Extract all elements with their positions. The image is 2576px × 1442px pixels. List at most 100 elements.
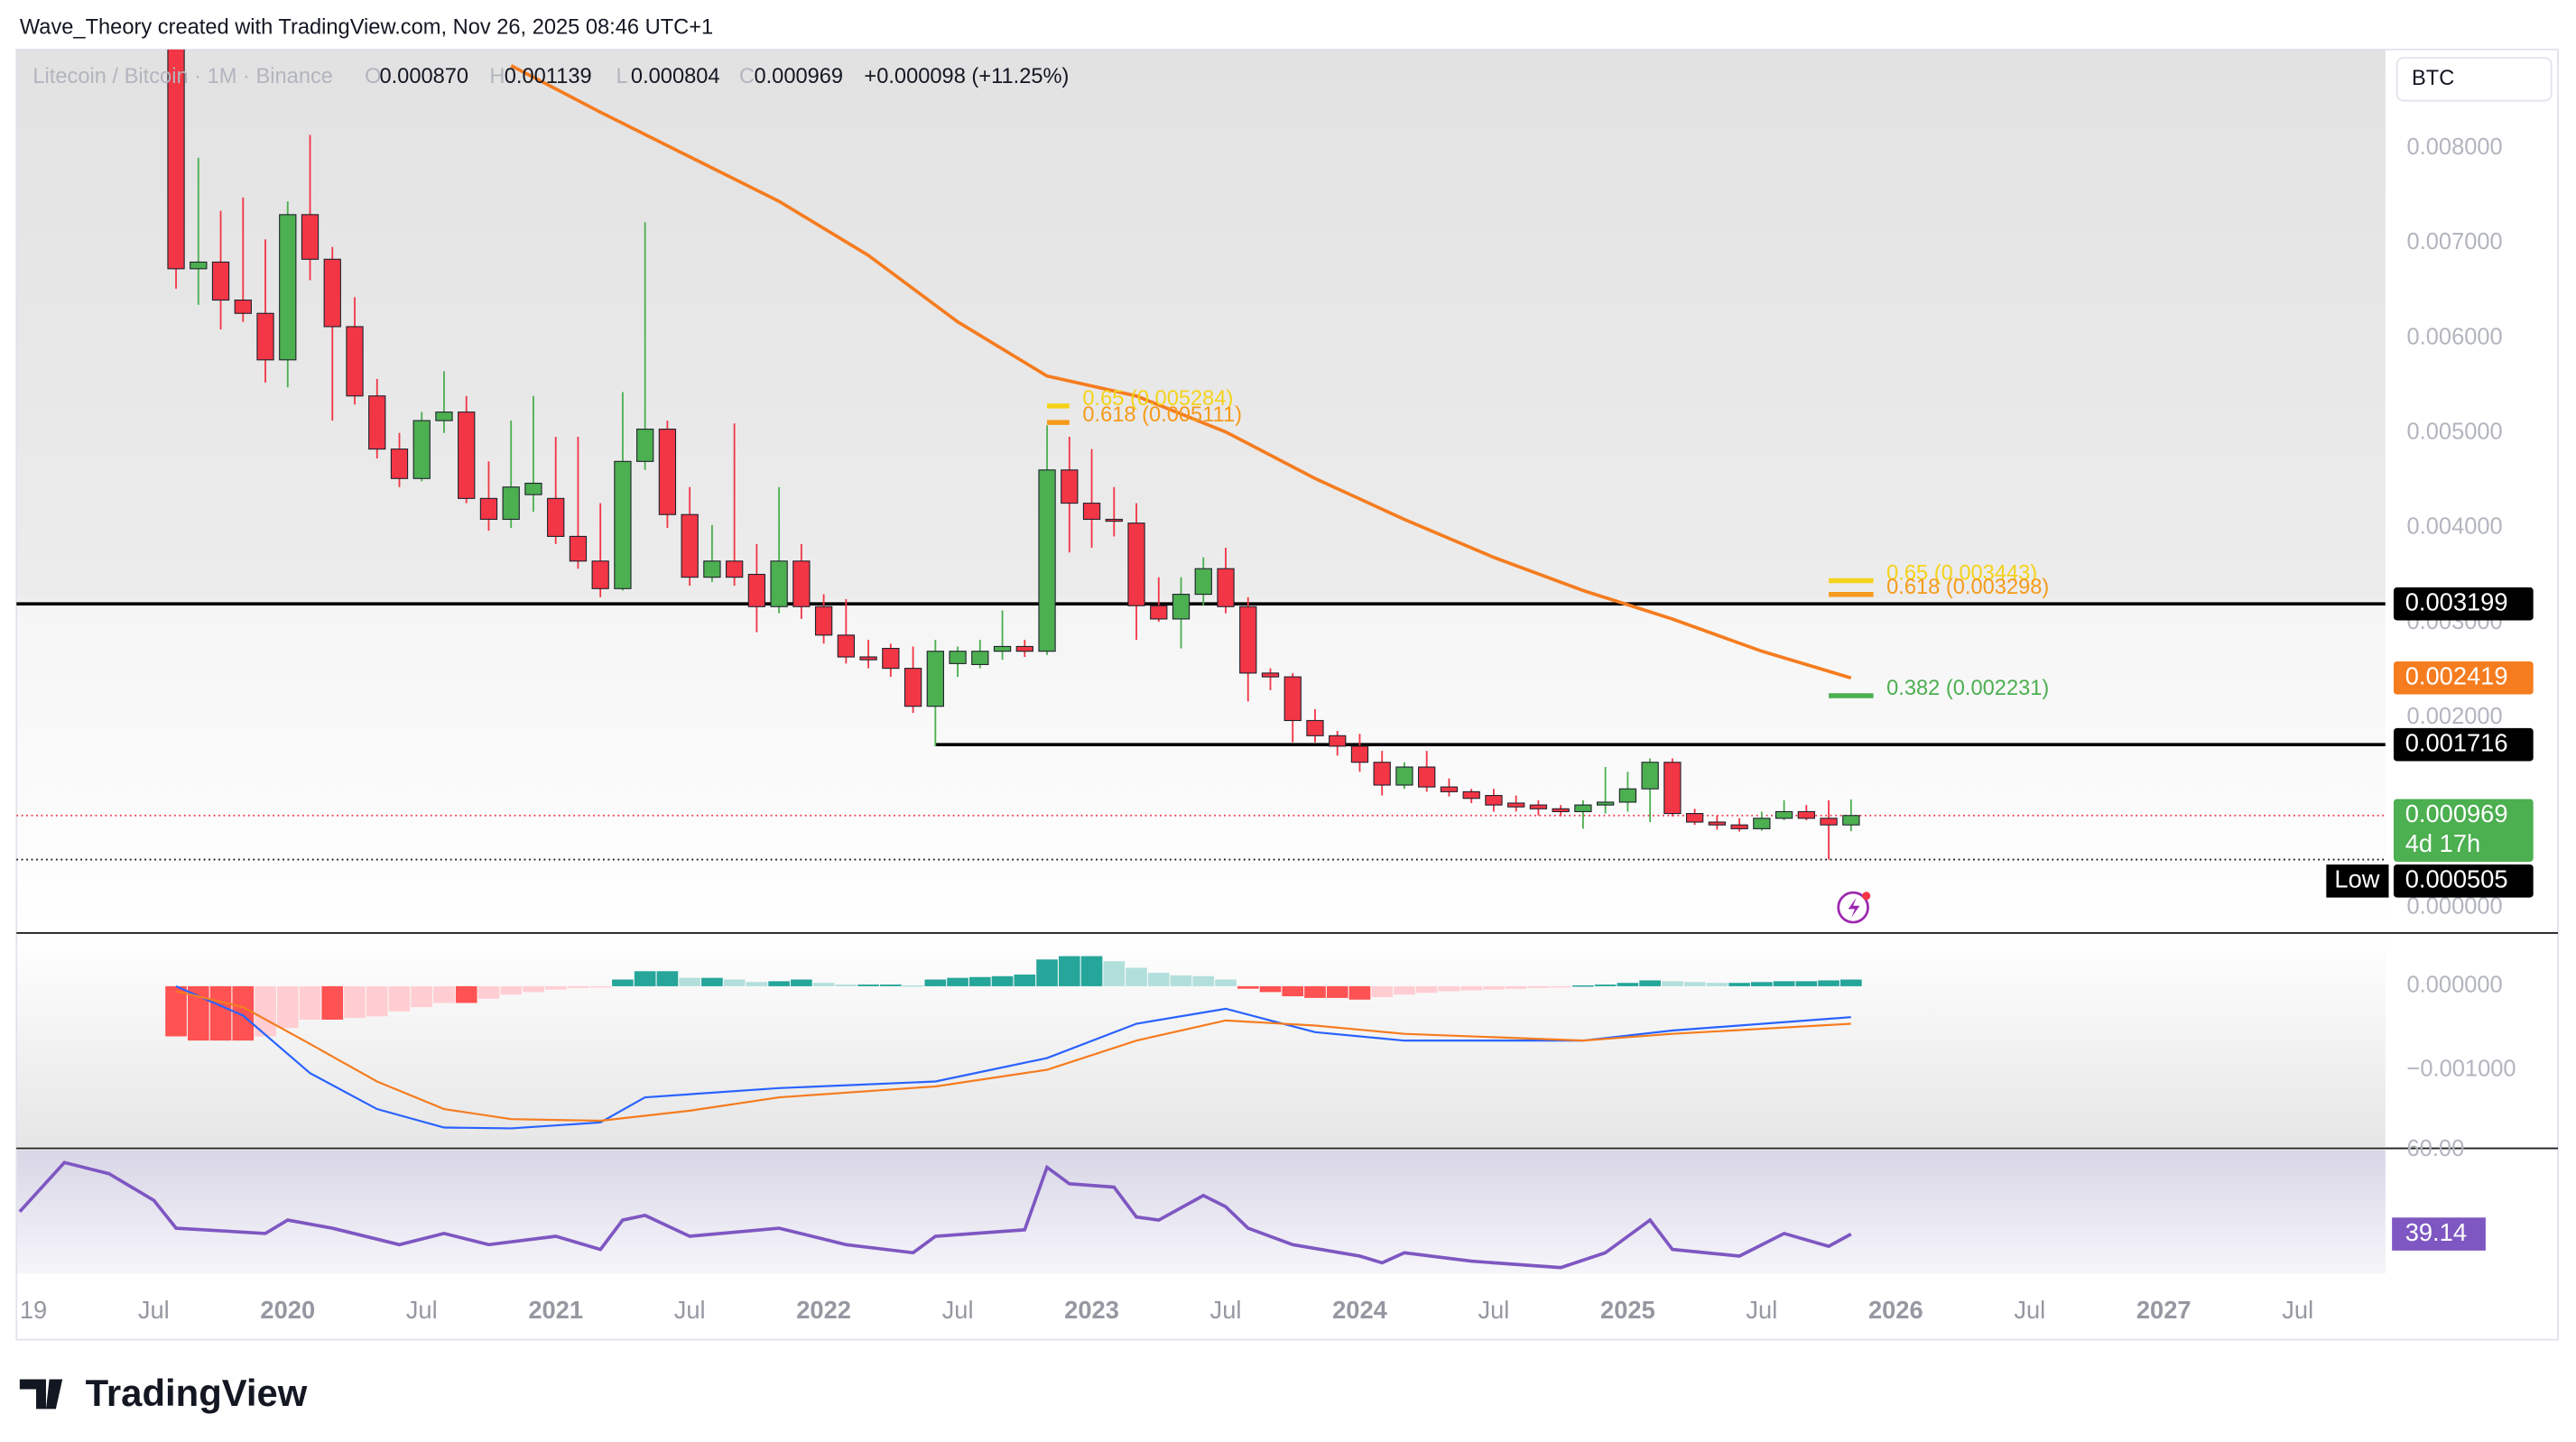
candle-body bbox=[1820, 818, 1838, 826]
candle-body bbox=[301, 214, 320, 260]
x-tick-label: Jul bbox=[406, 1296, 438, 1324]
macd-bar bbox=[634, 971, 656, 986]
candle-body bbox=[1061, 469, 1079, 504]
macd-bar bbox=[411, 985, 433, 1008]
alert-dot bbox=[1862, 892, 1871, 901]
brand-logo: TradingView bbox=[19, 1372, 308, 1414]
rsi-tick-label: 60.00 bbox=[2407, 1136, 2465, 1161]
macd-bar bbox=[1282, 985, 1304, 997]
candle-body bbox=[1529, 804, 1548, 809]
y-tick-label: 0.005000 bbox=[2407, 419, 2503, 444]
candle-body bbox=[1395, 766, 1413, 786]
candle-body bbox=[346, 326, 364, 397]
candle-body bbox=[591, 560, 609, 589]
rsi-pane bbox=[16, 1150, 2386, 1274]
legend-value: 0.000969 bbox=[754, 65, 843, 88]
rsi-line bbox=[18, 1160, 1852, 1270]
macd-bar bbox=[1662, 981, 1683, 986]
macd-bar bbox=[968, 976, 991, 986]
candle-body bbox=[502, 486, 520, 521]
macd-bar bbox=[1460, 985, 1483, 991]
macd-bar bbox=[1147, 973, 1170, 986]
macd-bar bbox=[1058, 956, 1080, 986]
candle-body bbox=[792, 560, 811, 607]
candle-body bbox=[1217, 568, 1235, 607]
y-tick-label: 0.007000 bbox=[2407, 229, 2503, 254]
macd-bar bbox=[835, 984, 857, 986]
legend-value: 0.000870 bbox=[379, 65, 468, 88]
currency: BTC bbox=[2412, 67, 2454, 90]
macd-bar bbox=[1014, 974, 1036, 986]
candle-body bbox=[458, 411, 476, 499]
fib-label: 0.65 (0.005284) bbox=[1082, 387, 1233, 411]
candle-body bbox=[1641, 762, 1659, 790]
level-badge: 0.001716 bbox=[2405, 728, 2508, 756]
credit: Wave_Theory created with TradingView.com… bbox=[20, 15, 713, 39]
candle-body bbox=[547, 497, 565, 537]
countdown: 4d 17h bbox=[2405, 829, 2480, 857]
x-tick-label: Jul bbox=[1746, 1296, 1777, 1324]
fib-label: 0.65 (0.003443) bbox=[1886, 561, 2037, 585]
candle-body bbox=[1239, 605, 1257, 674]
legend-key: O bbox=[365, 65, 381, 88]
y-tick-label: 0.002000 bbox=[2407, 704, 2503, 729]
macd-bar bbox=[1683, 982, 1706, 986]
candle-body bbox=[636, 429, 654, 462]
candle-body bbox=[1574, 804, 1592, 813]
macd-bar bbox=[523, 985, 544, 993]
macd-bar bbox=[232, 985, 255, 1041]
macd-bar bbox=[746, 982, 768, 986]
candle-body bbox=[949, 651, 967, 664]
macd-tick-label: 0.000000 bbox=[2407, 973, 2503, 998]
candle-body bbox=[1350, 745, 1369, 763]
macd-bar bbox=[1237, 985, 1259, 989]
x-tick-label: Jul bbox=[1478, 1296, 1509, 1324]
candle-body bbox=[882, 647, 900, 670]
candle-body bbox=[1708, 821, 1727, 826]
candle-body bbox=[1261, 672, 1280, 678]
macd-bar bbox=[768, 981, 790, 986]
legend-key: C bbox=[739, 65, 755, 88]
candle-body bbox=[1842, 815, 1860, 826]
macd-bar bbox=[1036, 959, 1058, 986]
y-tick-label: 0.004000 bbox=[2407, 514, 2503, 540]
macd-bar bbox=[433, 985, 455, 1003]
low-badge-bg bbox=[2393, 864, 2534, 898]
macd-bar bbox=[1126, 967, 1147, 986]
fib-label: 0.618 (0.005111) bbox=[1082, 403, 1242, 427]
candle-body bbox=[725, 560, 744, 578]
candle-body bbox=[859, 656, 877, 661]
x-tick-label: Jul bbox=[2282, 1296, 2313, 1324]
currency-box[interactable] bbox=[2395, 57, 2553, 102]
macd-bar bbox=[1415, 985, 1438, 994]
candle-body bbox=[837, 634, 856, 658]
candle-body bbox=[479, 497, 498, 521]
candle-body bbox=[190, 261, 208, 270]
level-badge: 0.003199 bbox=[2405, 587, 2508, 615]
macd-bar bbox=[1818, 980, 1839, 986]
macd-bar bbox=[1639, 980, 1661, 986]
level-badge-bg bbox=[2393, 727, 2534, 762]
macd-bar bbox=[857, 984, 879, 986]
y-tick-label: 0.000000 bbox=[2407, 893, 2503, 919]
macd-bar bbox=[924, 979, 947, 986]
candle-body bbox=[1552, 808, 1570, 813]
macd-bar bbox=[1795, 981, 1818, 986]
x-tick-label: 19 bbox=[20, 1296, 47, 1324]
candle-body bbox=[1105, 518, 1123, 522]
candle-body bbox=[814, 605, 833, 636]
candle-body bbox=[1485, 795, 1503, 806]
candle-body bbox=[524, 482, 542, 495]
macd-bar bbox=[187, 985, 209, 1041]
x-tick-label: 2020 bbox=[260, 1296, 315, 1324]
candle-body bbox=[681, 513, 699, 578]
candle-body bbox=[569, 535, 588, 562]
macd-bar bbox=[1438, 985, 1460, 992]
macd-bar bbox=[209, 985, 232, 1041]
macd-bar bbox=[679, 977, 700, 986]
macd-bar bbox=[612, 979, 634, 986]
candle-body bbox=[1329, 735, 1347, 747]
candle-body bbox=[1306, 719, 1324, 736]
candle-body bbox=[167, 49, 185, 270]
